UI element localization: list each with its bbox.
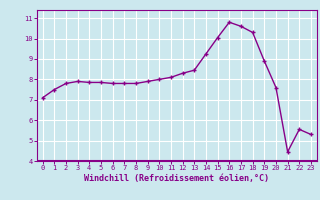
X-axis label: Windchill (Refroidissement éolien,°C): Windchill (Refroidissement éolien,°C) [84,174,269,183]
